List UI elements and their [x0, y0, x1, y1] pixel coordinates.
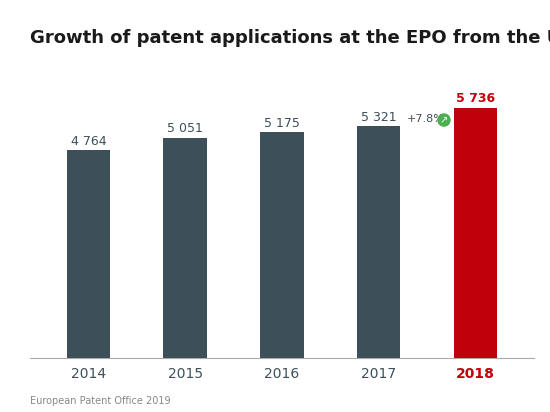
Bar [163, 138, 207, 358]
Text: 5 175: 5 175 [264, 117, 300, 130]
Bar [357, 126, 400, 358]
Text: +7.8%: +7.8% [407, 114, 445, 124]
Bar [67, 150, 110, 358]
Text: Growth of patent applications at the EPO from the UK: Growth of patent applications at the EPO… [30, 29, 550, 47]
Text: 4 764: 4 764 [70, 135, 106, 148]
Text: European Patent Office 2019: European Patent Office 2019 [30, 396, 171, 406]
Text: ↗: ↗ [440, 115, 448, 125]
Bar [454, 108, 497, 358]
Bar [260, 132, 304, 358]
Text: 5 051: 5 051 [167, 122, 203, 135]
Text: 5 736: 5 736 [456, 92, 495, 105]
Text: 5 321: 5 321 [361, 110, 397, 124]
